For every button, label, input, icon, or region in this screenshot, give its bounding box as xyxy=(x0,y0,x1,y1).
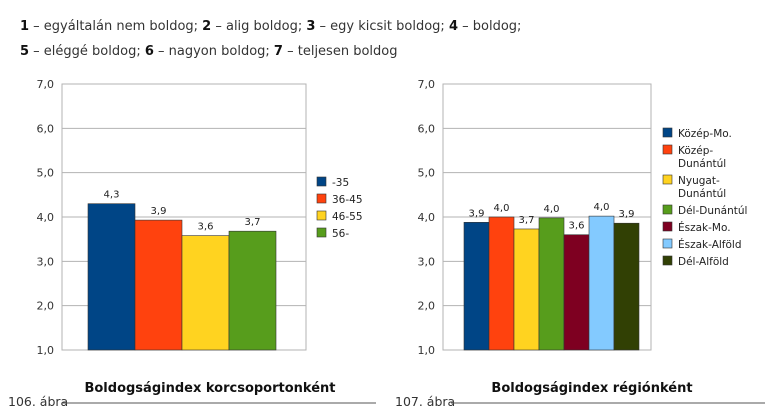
data-label: 3,9 xyxy=(619,209,635,220)
data-label: 3,7 xyxy=(519,215,535,226)
data-label: 4,0 xyxy=(494,203,510,214)
bar xyxy=(134,219,183,351)
legend-swatch xyxy=(316,210,327,221)
scale-number: 1 xyxy=(20,19,30,34)
legend-entry-line: Dunántúl xyxy=(678,158,726,170)
legend-entry: Észak-Alföld xyxy=(678,238,742,251)
y-tick-label: 4,0 xyxy=(37,211,55,224)
y-tick-label: 7,0 xyxy=(418,78,436,91)
scale-line: 5 – eléggé boldog; 6 – nagyon boldog; 7 … xyxy=(20,39,521,64)
legend-entry-line: Nyugat- xyxy=(678,175,720,187)
legend-swatch xyxy=(662,204,673,215)
legend-entry: Közép-Mo. xyxy=(678,128,732,140)
scale-description: – nagyon boldog; xyxy=(153,44,274,59)
bar xyxy=(588,215,615,351)
figure-label: 106. ábra xyxy=(8,394,68,409)
bar xyxy=(488,216,515,351)
y-tick-label: 5,0 xyxy=(37,167,55,180)
legend-entry-line: Dunántúl xyxy=(678,188,726,200)
scale-number: 2 xyxy=(202,19,212,34)
scale-description: – egyáltalán nem boldog; xyxy=(29,19,203,34)
legend-entry: Közép-Dunántúl xyxy=(678,145,726,170)
legend-entry-line: 56- xyxy=(332,228,349,240)
scale-number: 6 xyxy=(144,44,154,59)
y-tick-label: 6,0 xyxy=(418,122,436,135)
bar xyxy=(181,235,230,351)
legend-swatch xyxy=(316,193,327,204)
y-tick-label: 2,0 xyxy=(418,300,436,313)
scale-line: 1 – egyáltalán nem boldog; 2 – alig bold… xyxy=(20,14,521,39)
bar xyxy=(228,230,277,351)
legend-swatch xyxy=(316,176,327,187)
legend-entry: -35 xyxy=(332,177,349,189)
scale-number: 4 xyxy=(448,19,458,34)
bar xyxy=(513,228,540,351)
legend-entry-line: Dél-Dunántúl xyxy=(678,205,747,217)
y-tick-label: 3,0 xyxy=(418,255,436,268)
y-tick-label: 1,0 xyxy=(418,344,436,357)
legend-entry-line: 46-55 xyxy=(332,211,363,223)
y-tick-label: 1,0 xyxy=(37,344,55,357)
data-label: 4,0 xyxy=(544,204,560,215)
legend-entry: 36-45 xyxy=(332,194,363,206)
y-tick-label: 5,0 xyxy=(418,167,436,180)
bar xyxy=(538,217,565,351)
legend-entry: Észak-Mo. xyxy=(678,221,731,234)
scale-description: – boldog; xyxy=(457,19,522,34)
data-label: 3,9 xyxy=(469,208,485,219)
bar xyxy=(463,222,490,351)
legend-entry: Dél-Alföld xyxy=(678,256,729,268)
data-label: 3,9 xyxy=(151,206,167,217)
legend-entry: Dél-Dunántúl xyxy=(678,205,747,217)
legend-swatch xyxy=(662,127,673,138)
y-tick-label: 3,0 xyxy=(37,255,55,268)
scale-legend: 1 – egyáltalán nem boldog; 2 – alig bold… xyxy=(20,14,521,64)
data-label: 3,6 xyxy=(198,222,214,233)
legend-entry-line: -35 xyxy=(332,177,349,189)
legend-entry: 56- xyxy=(332,228,349,240)
data-label: 4,0 xyxy=(594,202,610,213)
legend-entry-line: 36-45 xyxy=(332,194,363,206)
scale-description: – eléggé boldog; xyxy=(29,44,145,59)
data-label: 4,3 xyxy=(104,190,120,201)
legend-entry-line: Dél-Alföld xyxy=(678,256,729,268)
legend-swatch xyxy=(662,174,673,185)
bar xyxy=(613,222,640,351)
y-tick-label: 7,0 xyxy=(37,78,55,91)
y-tick-label: 2,0 xyxy=(37,300,55,313)
scale-number: 3 xyxy=(306,19,316,34)
legend-swatch xyxy=(316,227,327,238)
scale-number: 5 xyxy=(20,44,30,59)
legend-entry: 46-55 xyxy=(332,211,363,223)
legend-entry-line: Észak-Alföld xyxy=(678,238,742,251)
data-label: 3,6 xyxy=(569,221,585,232)
legend-entry: Nyugat-Dunántúl xyxy=(678,175,726,200)
y-tick-label: 6,0 xyxy=(37,122,55,135)
scale-description: – egy kicsit boldog; xyxy=(315,19,449,34)
legend-swatch xyxy=(662,144,673,155)
scale-description: – teljesen boldog xyxy=(282,44,398,59)
bar xyxy=(87,203,136,351)
figure-label: 107. ábra xyxy=(395,394,455,409)
legend-entry-line: Közép-Mo. xyxy=(678,128,732,140)
chart-title: Boldogságindex régiónként xyxy=(491,381,692,396)
chart-title: Boldogságindex korcsoportonként xyxy=(84,381,335,396)
legend-entry-line: Észak-Mo. xyxy=(678,221,731,234)
legend-swatch xyxy=(662,255,673,266)
legend-swatch xyxy=(662,238,673,249)
legend-entry-line: Közép- xyxy=(678,145,713,157)
scale-number: 7 xyxy=(273,44,283,59)
bar xyxy=(563,234,590,351)
y-tick-label: 4,0 xyxy=(418,211,436,224)
scale-description: – alig boldog; xyxy=(211,19,307,34)
data-label: 3,7 xyxy=(245,217,261,228)
legend-swatch xyxy=(662,221,673,232)
